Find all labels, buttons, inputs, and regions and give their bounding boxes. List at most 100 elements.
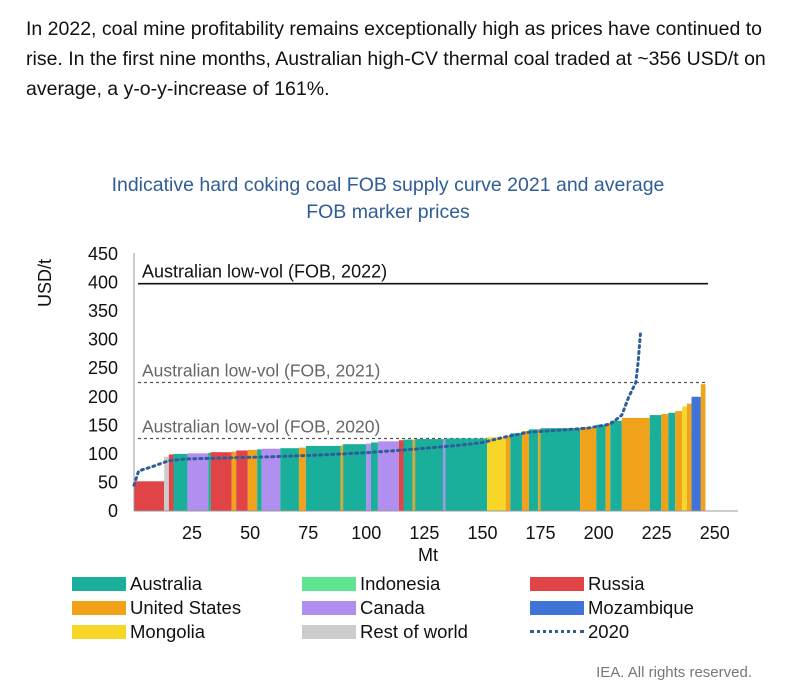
bar-united-states-31 xyxy=(538,428,541,511)
legend-label-australia: Australia xyxy=(130,573,202,594)
bar-united-states-15 xyxy=(340,445,344,511)
y-tick-label-50: 50 xyxy=(98,472,118,492)
bar-united-states-9 xyxy=(247,449,258,511)
bar-united-states-13 xyxy=(298,447,306,511)
legend-label-mozambique: Mozambique xyxy=(588,597,694,618)
bar-mozambique-44 xyxy=(691,396,701,511)
reference-line-label-0: Australian low-vol (FOB, 2022) xyxy=(142,262,387,282)
legend-item-australia: Australia xyxy=(72,572,202,596)
legend-item-united-states: United States xyxy=(72,596,241,620)
legend-swatch-mozambique xyxy=(530,601,584,615)
bar-russia-20 xyxy=(398,440,404,511)
legend-label-rest-of-world: Rest of world xyxy=(360,621,468,642)
bar-rest-of-world-1 xyxy=(164,456,169,511)
curve-2020-line xyxy=(132,332,642,487)
bar-australia-38 xyxy=(649,415,662,511)
legend-label-russia: Russia xyxy=(588,573,645,594)
bar-australia-18 xyxy=(370,442,378,511)
y-tick-label-450: 450 xyxy=(88,244,118,264)
bar-australia-14 xyxy=(305,445,341,511)
bar-russia-6 xyxy=(210,452,232,511)
legend-swatch-canada xyxy=(302,601,356,615)
bar-united-states-22 xyxy=(412,439,416,511)
x-tick-label-100: 100 xyxy=(351,523,381,543)
x-tick-label-75: 75 xyxy=(298,523,318,543)
bar-russia-0 xyxy=(134,481,165,511)
bar-canada-24 xyxy=(442,439,446,511)
bar-united-states-35 xyxy=(605,423,611,511)
chart-title-line-1: Indicative hard coking coal FOB supply c… xyxy=(111,174,665,196)
legend-label-2020: 2020 xyxy=(588,621,630,642)
x-axis-label: Mt xyxy=(418,545,438,565)
x-tick-label-125: 125 xyxy=(409,523,439,543)
reference-line-label-2: Australian low-vol (FOB, 2020) xyxy=(142,416,380,436)
y-tick-label-150: 150 xyxy=(88,415,118,435)
bar-australia-16 xyxy=(343,444,367,511)
bar-australia-36 xyxy=(610,420,622,511)
y-tick-label-250: 250 xyxy=(88,358,118,378)
chart-title: Indicative hard coking coal FOB supply c… xyxy=(0,172,776,226)
legend-swatch-mongolia xyxy=(72,625,126,639)
x-tick-label-175: 175 xyxy=(526,523,556,543)
y-tick-label-400: 400 xyxy=(88,273,118,293)
bar-canada-11 xyxy=(261,448,281,511)
x-tick-labels: 25 50 75 100 125 150 175 200 225 250 xyxy=(182,523,730,543)
bar-australia-3 xyxy=(173,453,188,511)
bar-united-states-7 xyxy=(231,451,237,511)
bar-united-states-27 xyxy=(505,435,511,511)
bar-australia-23 xyxy=(415,439,443,511)
legend-item-rest-of-world: Rest of world xyxy=(302,620,468,644)
credit-text: IEA. All rights reserved. xyxy=(596,664,752,681)
legend-swatch-indonesia xyxy=(302,577,356,591)
y-tick-labels: 0 50 100 150 200 250 300 350 400 450 xyxy=(88,244,118,521)
legend-label-mongolia: Mongolia xyxy=(130,621,206,642)
intro-paragraph: In 2022, coal mine profitability remains… xyxy=(26,18,766,100)
x-tick-label-25: 25 xyxy=(182,523,202,543)
x-tick-label-250: 250 xyxy=(700,523,730,543)
bar-mongolia-42 xyxy=(682,406,687,511)
legend-swatch-rest-of-world xyxy=(302,625,356,639)
bar-canada-19 xyxy=(377,441,399,511)
bar-australia-34 xyxy=(596,424,606,511)
bar-australia-32 xyxy=(540,428,581,511)
bar-united-states-41 xyxy=(675,411,683,511)
bar-russia-8 xyxy=(236,450,248,511)
y-tick-label-300: 300 xyxy=(88,330,118,350)
legend-label-united-states: United States xyxy=(130,597,242,618)
bar-united-states-33 xyxy=(580,427,597,511)
x-tick-label-225: 225 xyxy=(642,523,672,543)
supply-curve-chart: Australian low-vol (FOB, 2022) Australian… xyxy=(35,244,738,565)
legend-label-indonesia: Indonesia xyxy=(360,573,441,594)
x-tick-label-50: 50 xyxy=(240,523,260,543)
bar-united-states-39 xyxy=(661,413,669,511)
y-tick-label-350: 350 xyxy=(88,301,118,321)
bar-australia-25 xyxy=(445,438,488,511)
legend-swatch-australia xyxy=(72,577,126,591)
reference-line-label-1: Australian low-vol (FOB, 2021) xyxy=(142,361,380,381)
legend-swatch-united-states xyxy=(72,601,126,615)
bar-australia-10 xyxy=(257,449,262,511)
bar-australia-28 xyxy=(510,433,522,511)
supply-bars xyxy=(134,384,706,511)
bar-australia-40 xyxy=(668,412,676,511)
y-tick-label-200: 200 xyxy=(88,387,118,407)
legend-swatch-2020 xyxy=(530,630,584,633)
x-tick-label-200: 200 xyxy=(584,523,614,543)
legend-label-canada: Canada xyxy=(360,597,425,618)
bar-australia-30 xyxy=(528,429,539,511)
legend-item-2020: 2020 xyxy=(530,620,629,644)
legend: Australia Indonesia Russia United States… xyxy=(72,572,772,644)
legend-item-indonesia: Indonesia xyxy=(302,572,440,596)
bar-australia-5 xyxy=(208,452,211,511)
legend-item-canada: Canada xyxy=(302,596,425,620)
bar-canada-17 xyxy=(366,443,371,511)
y-tick-label-0: 0 xyxy=(108,501,118,521)
bar-australia-12 xyxy=(280,448,299,511)
chart-title-line-2: FOB marker prices xyxy=(306,201,470,223)
bar-united-states-37 xyxy=(621,417,650,511)
bar-canada-4 xyxy=(187,453,209,511)
legend-item-mongolia: Mongolia xyxy=(72,620,205,644)
reference-lines: Australian low-vol (FOB, 2022) Australian… xyxy=(138,262,708,440)
bar-australia-21 xyxy=(403,439,413,511)
legend-item-mozambique: Mozambique xyxy=(530,596,694,620)
